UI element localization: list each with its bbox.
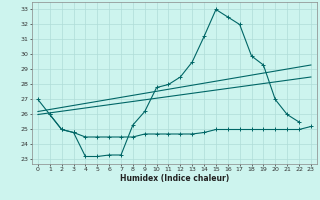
- X-axis label: Humidex (Indice chaleur): Humidex (Indice chaleur): [120, 174, 229, 183]
